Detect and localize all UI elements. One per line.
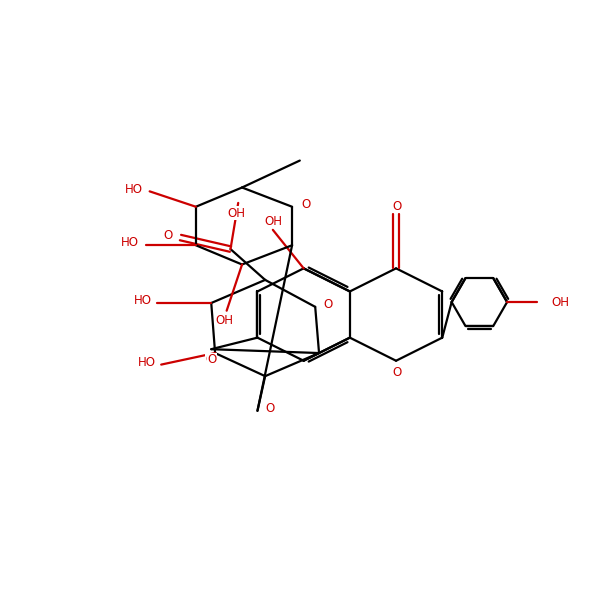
Text: HO: HO <box>134 294 152 307</box>
Text: O: O <box>323 298 333 311</box>
Text: O: O <box>208 353 217 366</box>
Text: O: O <box>206 353 215 366</box>
Text: OH: OH <box>215 314 233 328</box>
Text: HO: HO <box>125 182 143 196</box>
Text: OH: OH <box>227 206 245 220</box>
Text: HO: HO <box>121 236 139 250</box>
Text: O: O <box>392 366 401 379</box>
Text: HO: HO <box>137 356 155 369</box>
Text: O: O <box>301 198 311 211</box>
Text: O: O <box>163 229 172 242</box>
Text: O: O <box>392 200 401 212</box>
Text: OH: OH <box>551 296 569 308</box>
Text: OH: OH <box>265 215 283 228</box>
Text: O: O <box>266 402 275 415</box>
